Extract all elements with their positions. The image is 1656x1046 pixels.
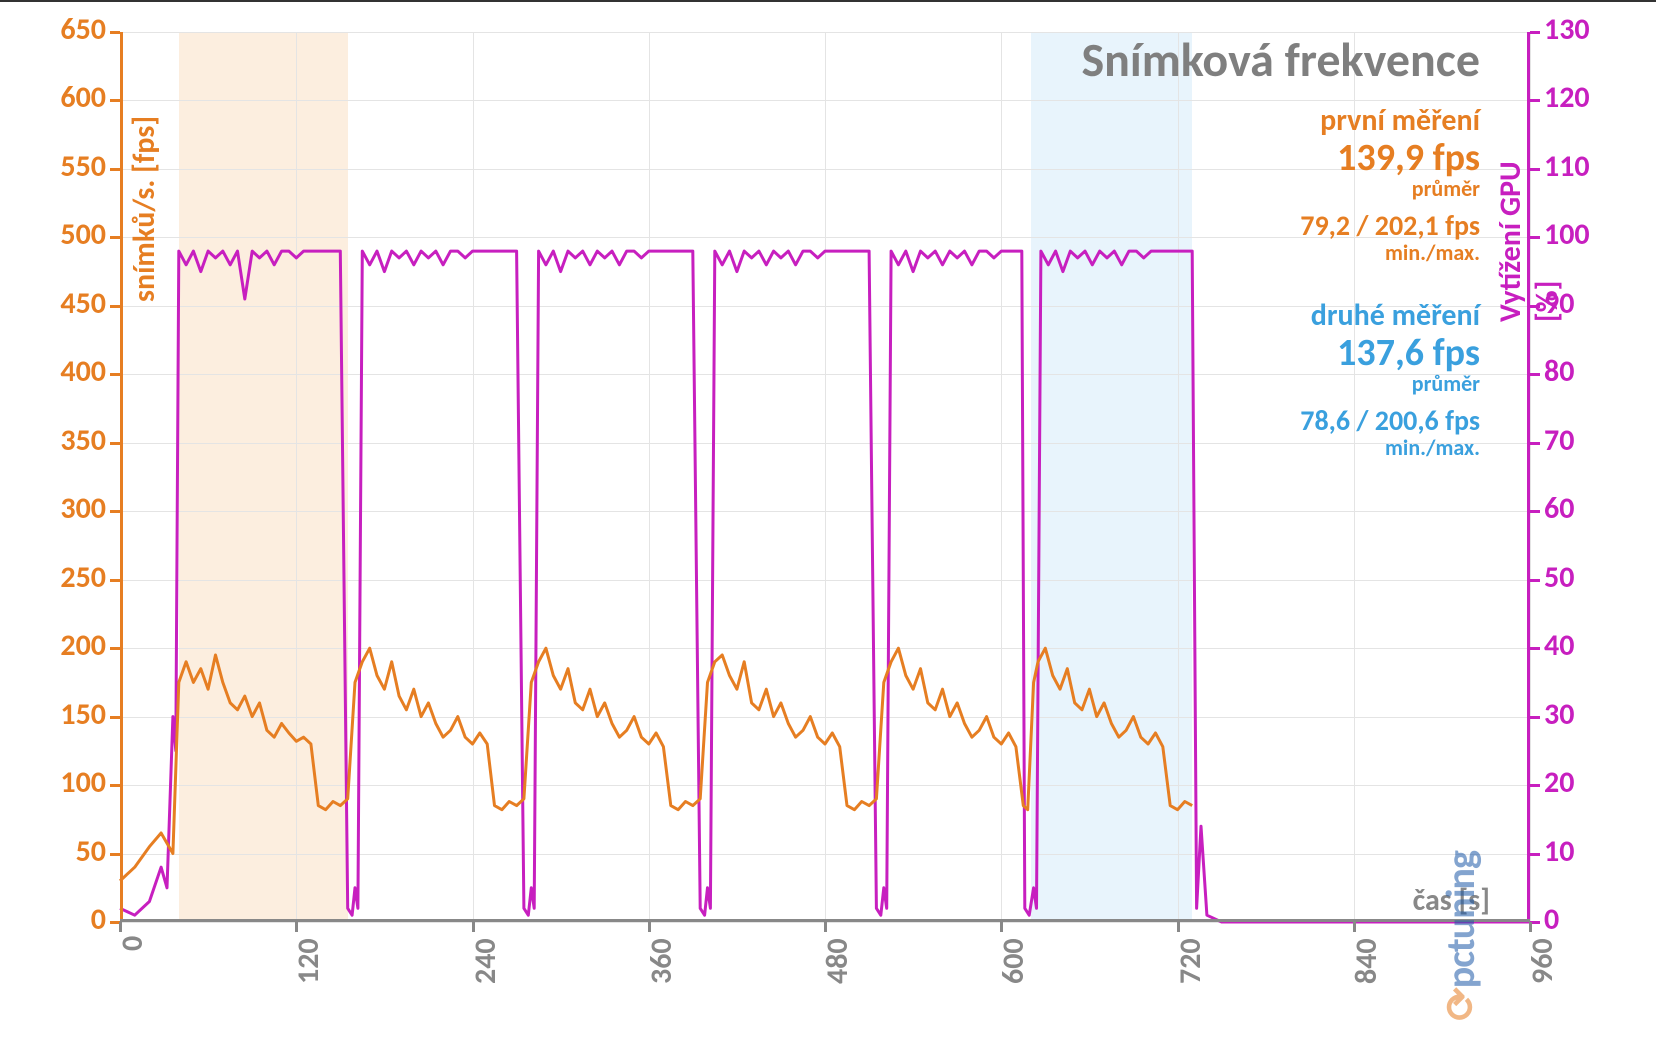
tick-bottom	[295, 922, 298, 932]
tick-left	[110, 784, 120, 787]
tick-bottom	[119, 922, 122, 932]
tick-label-left: 400	[60, 353, 106, 390]
tick-left	[110, 579, 120, 582]
tick-right	[1530, 784, 1540, 787]
tick-label-left: 200	[60, 627, 106, 664]
tick-left	[110, 31, 120, 34]
tick-label-right: 30	[1544, 696, 1574, 733]
tick-bottom	[472, 922, 475, 932]
tick-label-left: 500	[60, 216, 106, 253]
tick-bottom	[1000, 922, 1003, 932]
tick-left	[110, 99, 120, 102]
tick-label-right: 0	[1544, 901, 1559, 938]
axis-label-right: Vytížení GPU [%]	[1492, 158, 1566, 322]
tick-label-bottom: 720	[1172, 938, 1209, 984]
tick-left	[110, 716, 120, 719]
tick-label-right: 50	[1544, 559, 1574, 596]
tick-label-bottom: 600	[995, 938, 1032, 984]
tick-label-bottom: 840	[1348, 938, 1385, 984]
tick-label-right: 60	[1544, 490, 1574, 527]
info-block-2: druhé měření137,6 fpsprůměr78,6 / 200,6 …	[1300, 297, 1480, 461]
tick-label-bottom: 360	[643, 938, 680, 984]
info-sub2: min./max.	[1300, 239, 1480, 266]
info-block-1: první měření139,9 fpsprůměr79,2 / 202,1 …	[1300, 102, 1480, 266]
info-sub2: min./max.	[1300, 434, 1480, 461]
tick-label-left: 0	[91, 901, 106, 938]
axis-left	[120, 32, 123, 922]
tick-label-bottom: 240	[467, 938, 504, 984]
tick-label-right: 40	[1544, 627, 1574, 664]
info-heading: první měření	[1300, 102, 1480, 139]
tick-bottom	[1353, 922, 1356, 932]
tick-left	[110, 373, 120, 376]
tick-label-left: 150	[60, 696, 106, 733]
info-minmax: 78,6 / 200,6 fps	[1300, 403, 1480, 438]
tick-right	[1530, 442, 1540, 445]
tick-label-left: 600	[60, 79, 106, 116]
chart-title: Snímková frekvence	[1081, 30, 1480, 89]
tick-label-bottom: 0	[114, 935, 151, 950]
tick-label-right: 130	[1544, 11, 1590, 48]
tick-right	[1530, 647, 1540, 650]
tick-right	[1530, 579, 1540, 582]
tick-label-right: 10	[1544, 833, 1574, 870]
tick-bottom	[648, 922, 651, 932]
tick-label-right: 70	[1544, 422, 1574, 459]
tick-right	[1530, 373, 1540, 376]
tick-right	[1530, 510, 1540, 513]
tick-label-left: 550	[60, 148, 106, 185]
tick-bottom	[1529, 922, 1532, 932]
tick-right	[1530, 99, 1540, 102]
tick-label-left: 250	[60, 559, 106, 596]
tick-label-left: 350	[60, 422, 106, 459]
tick-bottom	[824, 922, 827, 932]
tick-right	[1530, 716, 1540, 719]
tick-label-bottom: 480	[819, 938, 856, 984]
tick-left	[110, 647, 120, 650]
tick-label-right: 120	[1544, 79, 1590, 116]
tick-label-left: 50	[76, 833, 106, 870]
tick-left	[110, 236, 120, 239]
tick-label-left: 100	[60, 764, 106, 801]
tick-label-right: 80	[1544, 353, 1574, 390]
tick-label-bottom: 120	[290, 938, 327, 984]
tick-left	[110, 853, 120, 856]
tick-label-bottom: 960	[1524, 938, 1561, 984]
tick-right	[1530, 31, 1540, 34]
tick-label-left: 300	[60, 490, 106, 527]
tick-left	[110, 510, 120, 513]
tick-left	[110, 442, 120, 445]
framerate-chart: 0501001502002503003504004505005506006500…	[0, 0, 1656, 1046]
tick-right	[1530, 853, 1540, 856]
info-heading: druhé měření	[1300, 297, 1480, 334]
tick-label-left: 450	[60, 285, 106, 322]
series-fps	[120, 648, 1192, 881]
tick-label-right: 20	[1544, 764, 1574, 801]
tick-left	[110, 305, 120, 308]
tick-label-left: 650	[60, 11, 106, 48]
tick-left	[110, 168, 120, 171]
axis-label-left: snímků/s. [fps]	[126, 116, 163, 302]
watermark: ⟳pctuning	[1436, 851, 1485, 1021]
tick-bottom	[1177, 922, 1180, 932]
info-minmax: 79,2 / 202,1 fps	[1300, 208, 1480, 243]
